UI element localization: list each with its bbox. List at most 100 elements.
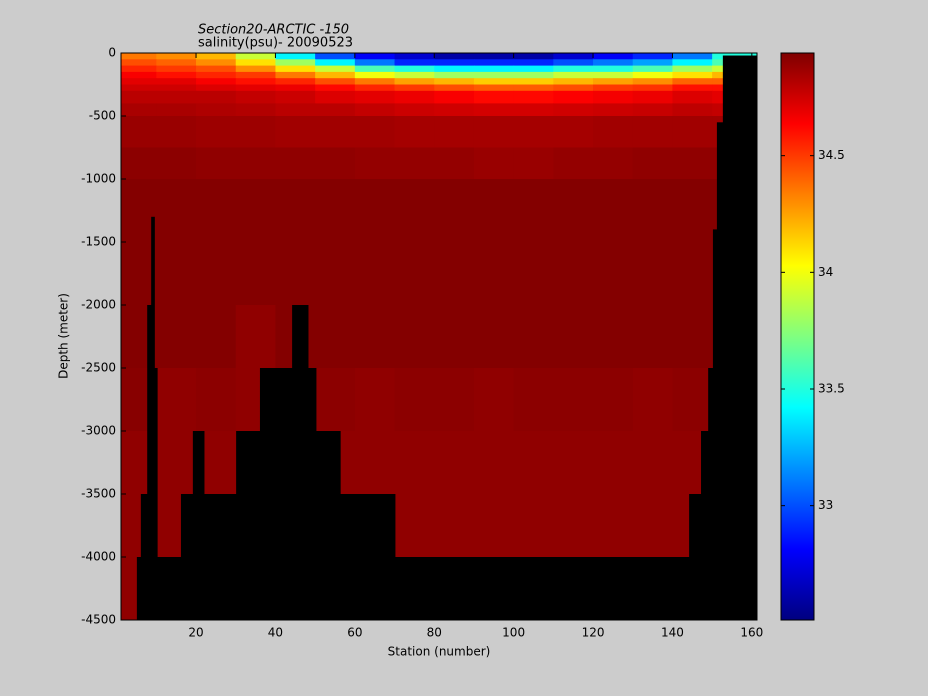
cell [672, 368, 713, 432]
cell [513, 179, 554, 306]
cell [553, 147, 594, 180]
cell [593, 368, 634, 432]
cell [235, 71, 276, 79]
cell [513, 494, 554, 558]
cell [513, 78, 554, 85]
cell [315, 65, 356, 73]
cell [473, 431, 515, 495]
cell [235, 84, 276, 92]
seafloor [180, 494, 194, 620]
x-tick-label: 160 [740, 626, 763, 640]
cell [553, 103, 594, 117]
seafloor [307, 368, 317, 620]
y-tick-label: 0 [108, 46, 116, 60]
cell [235, 53, 276, 60]
cell [315, 368, 356, 432]
cell [156, 90, 197, 104]
cell [513, 53, 554, 60]
cell [394, 59, 435, 67]
seafloor [292, 305, 309, 620]
x-tick-label: 140 [661, 626, 684, 640]
y-tick-label: -4500 [81, 613, 116, 627]
cell [434, 53, 475, 60]
cell [553, 368, 594, 432]
cell [473, 103, 515, 117]
colorbar-tick-label: 33 [818, 498, 833, 512]
cell [275, 179, 316, 306]
cell [156, 65, 197, 73]
cell [513, 65, 554, 73]
cell [275, 116, 316, 148]
cell [235, 103, 276, 117]
cell [553, 59, 594, 67]
seafloor [701, 431, 709, 620]
cell [196, 103, 237, 117]
seafloor [236, 431, 261, 620]
cell [632, 84, 673, 92]
cell [434, 103, 475, 117]
x-axis-label: Station (number) [388, 645, 491, 659]
seafloor [315, 431, 341, 620]
cell [593, 116, 634, 148]
seafloor [394, 557, 690, 620]
cell [394, 90, 435, 104]
cell [473, 65, 515, 73]
cell [672, 147, 713, 180]
seafloor [151, 216, 155, 620]
cell [275, 103, 316, 117]
cell [632, 431, 673, 495]
cell [315, 84, 356, 92]
cell [394, 84, 435, 92]
cell [235, 179, 276, 306]
cell [354, 305, 396, 369]
x-tick-label: 100 [502, 626, 525, 640]
cell [354, 59, 396, 67]
cell [156, 103, 197, 117]
cell [632, 305, 673, 369]
cell [434, 59, 475, 67]
cell [513, 59, 554, 67]
cell [156, 116, 197, 148]
seafloor [154, 368, 158, 620]
cell [196, 179, 237, 306]
cell [672, 116, 713, 148]
cell [434, 90, 475, 104]
cell [275, 59, 316, 67]
cell [473, 116, 515, 148]
cell [672, 103, 713, 117]
x-tick-label: 20 [188, 626, 203, 640]
cell [473, 71, 515, 79]
cell [434, 78, 475, 85]
cell [315, 147, 356, 180]
cell [672, 179, 713, 306]
cell [593, 84, 634, 92]
cell [394, 368, 435, 432]
cell [121, 84, 157, 92]
cell [315, 71, 356, 79]
cell [275, 78, 316, 85]
cell [121, 78, 157, 85]
cell [121, 179, 157, 306]
cell [315, 78, 356, 85]
cell [672, 71, 713, 79]
cell [553, 116, 594, 148]
cell [235, 65, 276, 73]
cell [672, 305, 713, 369]
cell [196, 305, 237, 369]
cell [593, 71, 634, 79]
colorbar [780, 52, 815, 621]
y-tick-label: -3000 [81, 424, 116, 438]
cell [156, 431, 197, 495]
cell [593, 494, 634, 558]
cell [632, 65, 673, 73]
cell [354, 368, 396, 432]
y-tick-label: -2000 [81, 298, 116, 312]
cell [434, 147, 475, 180]
cell [196, 65, 237, 73]
cell [354, 84, 396, 92]
cell [513, 368, 554, 432]
axes-frame [120, 52, 758, 621]
cell [196, 90, 237, 104]
cell [513, 103, 554, 117]
colorbar-tick-label: 34 [818, 265, 833, 279]
